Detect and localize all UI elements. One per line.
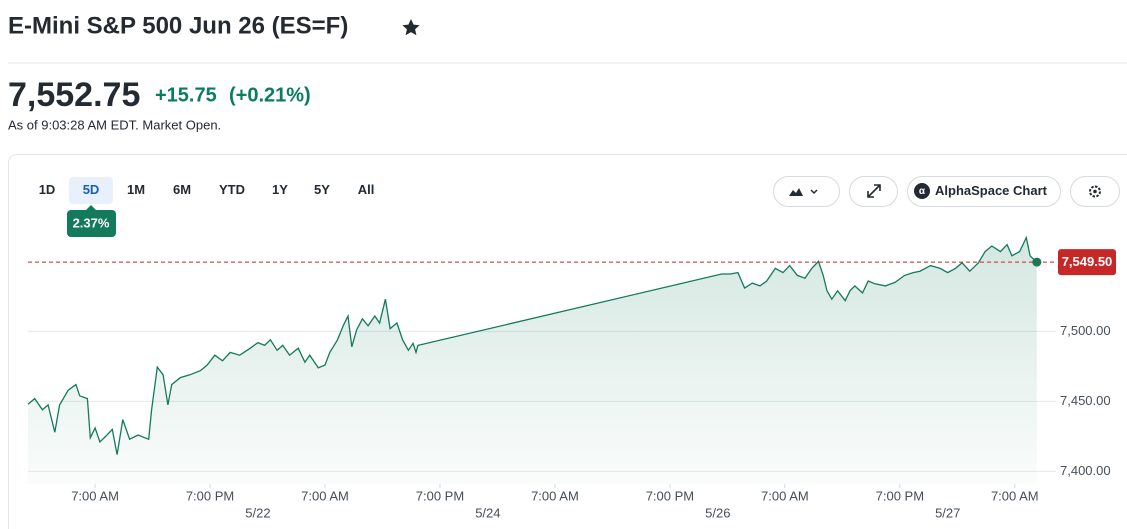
range-change-badge xyxy=(67,210,116,237)
range-button[interactable]: 1D xyxy=(39,182,56,197)
range-button[interactable]: 6M xyxy=(173,182,191,197)
timestamp: As of 9:03:28 AM EDT. Market Open. xyxy=(8,117,221,132)
x-tick-label: 7:00 AM xyxy=(71,488,119,503)
chart-type-icon xyxy=(789,188,803,196)
range-change: 2.37% xyxy=(73,215,110,230)
watchlist-star[interactable] xyxy=(402,19,420,36)
settings-icon xyxy=(1089,185,1101,198)
y-tick-label: 7,450.00 xyxy=(1060,393,1111,408)
range-active-bg xyxy=(69,177,113,204)
date-label: 5/22 xyxy=(245,505,270,520)
y-tick-label: 7,400.00 xyxy=(1060,463,1111,478)
range-button[interactable]: 1M xyxy=(127,182,145,197)
range-button[interactable]: 1Y xyxy=(272,182,288,197)
plot: 7,400.00 7,450.00 7,500.00 7:00 AM 7:00 PM 7:… xyxy=(27,235,1116,520)
range-button[interactable]: 5D xyxy=(83,182,100,197)
settings-icon-center xyxy=(1093,189,1097,194)
price-area xyxy=(28,237,1037,484)
reference-label: 7,549.50 xyxy=(1062,254,1113,269)
alphaspace-glyph: α xyxy=(919,186,926,197)
x-tick-label: 7:00 AM xyxy=(991,488,1039,503)
price: 7,552.75 xyxy=(8,76,140,114)
reference-label-bg xyxy=(1058,249,1116,276)
range-button[interactable]: YTD xyxy=(219,182,245,197)
x-tick-label: 7:00 AM xyxy=(531,488,579,503)
date-label: 5/24 xyxy=(475,505,500,520)
chevron-icon xyxy=(810,189,818,195)
price-line xyxy=(27,235,1038,455)
date-label: 5/26 xyxy=(705,505,730,520)
x-tick-label: 7:00 AM xyxy=(761,488,809,503)
date-label: 5/27 xyxy=(935,505,960,520)
alphaspace-button[interactable] xyxy=(907,176,1061,207)
x-tick-label: 7:00 PM xyxy=(186,488,234,503)
badge-arrow xyxy=(86,205,96,210)
expand-icon xyxy=(867,184,881,198)
x-tick-label: 7:00 PM xyxy=(876,488,924,503)
range-button[interactable]: 5Y xyxy=(314,182,330,197)
price-change-percent: (+0.21%) xyxy=(229,84,311,106)
y-tick-label: 7,500.00 xyxy=(1060,323,1111,338)
x-tick-label: 7:00 AM xyxy=(301,488,349,503)
chart-type-button[interactable] xyxy=(773,176,840,207)
alphaspace-label: AlphaSpace Chart xyxy=(935,183,1048,198)
alphaspace-icon xyxy=(914,183,930,199)
x-tick-label: 7:00 PM xyxy=(646,488,694,503)
quote-title: E-Mini S&P 500 Jun 26 (ES=F) xyxy=(8,12,348,39)
x-tick-label: 7:00 PM xyxy=(416,488,464,503)
price-change: +15.75 xyxy=(155,84,217,106)
range-button[interactable]: All xyxy=(358,182,375,197)
range-selector: 1D 2.37% 5D 1M 6M YTD 1Y 5Y All xyxy=(39,177,375,237)
